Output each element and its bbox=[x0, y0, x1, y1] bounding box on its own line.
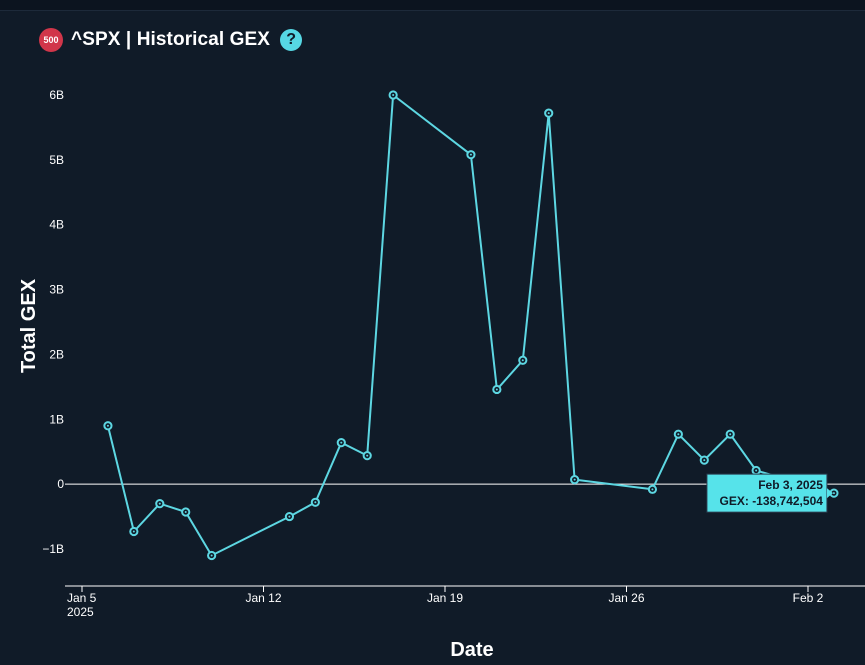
tooltip-value: GEX: -138,742,504 bbox=[720, 494, 824, 508]
y-tick-label: 1B bbox=[49, 412, 64, 426]
data-point-center bbox=[366, 454, 369, 457]
x-tick-label: Feb 2 bbox=[793, 591, 824, 605]
x-tick-label: Jan 26 bbox=[608, 591, 644, 605]
y-tick-label: 2B bbox=[49, 347, 64, 361]
data-point-center bbox=[158, 502, 161, 505]
y-tick-label: 6B bbox=[49, 88, 64, 102]
x-axis-title: Date bbox=[450, 639, 493, 661]
data-point-center bbox=[106, 424, 109, 427]
x-tick-label: Jan 5 bbox=[67, 591, 97, 605]
tooltip-date: Feb 3, 2025 bbox=[758, 478, 823, 492]
y-axis-title: Total GEX bbox=[18, 278, 40, 373]
data-point-center bbox=[495, 388, 498, 391]
y-tick-label: 4B bbox=[49, 218, 64, 232]
spx-500-badge-icon: 500 bbox=[39, 28, 63, 52]
data-point-center bbox=[392, 94, 395, 96]
data-point-center bbox=[210, 554, 213, 557]
data-point-center bbox=[469, 153, 472, 156]
data-point-center bbox=[729, 433, 732, 436]
data-point-center bbox=[521, 359, 524, 362]
data-point-center bbox=[651, 488, 654, 491]
data-point-center bbox=[132, 530, 135, 533]
x-tick-label: Jan 19 bbox=[427, 591, 463, 605]
y-tick-label: 5B bbox=[49, 153, 64, 167]
y-tick-label: −1B bbox=[42, 542, 64, 556]
tooltip-box bbox=[706, 473, 828, 513]
data-point-center bbox=[184, 511, 187, 514]
data-point-center bbox=[832, 492, 835, 495]
top-border bbox=[0, 0, 865, 11]
data-point-center bbox=[340, 441, 343, 444]
y-tick-label: 0 bbox=[57, 477, 64, 491]
chart-header: 500 ^SPX | Historical GEX ? bbox=[39, 28, 303, 52]
tooltip-pointer bbox=[826, 488, 833, 499]
y-tick-label: 3B bbox=[49, 283, 64, 297]
data-point-center bbox=[677, 433, 680, 436]
data-point-center bbox=[314, 501, 317, 504]
data-point-center bbox=[573, 478, 576, 481]
x-tick-label: Jan 12 bbox=[245, 591, 281, 605]
x-tick-year-label: 2025 bbox=[67, 605, 94, 619]
question-mark-icon[interactable]: ? bbox=[280, 29, 303, 51]
data-point-center bbox=[288, 515, 291, 518]
data-point-center bbox=[755, 469, 758, 472]
data-point-center bbox=[703, 459, 706, 462]
chart-title: ^SPX | Historical GEX bbox=[71, 29, 271, 50]
data-point-center bbox=[547, 112, 550, 115]
